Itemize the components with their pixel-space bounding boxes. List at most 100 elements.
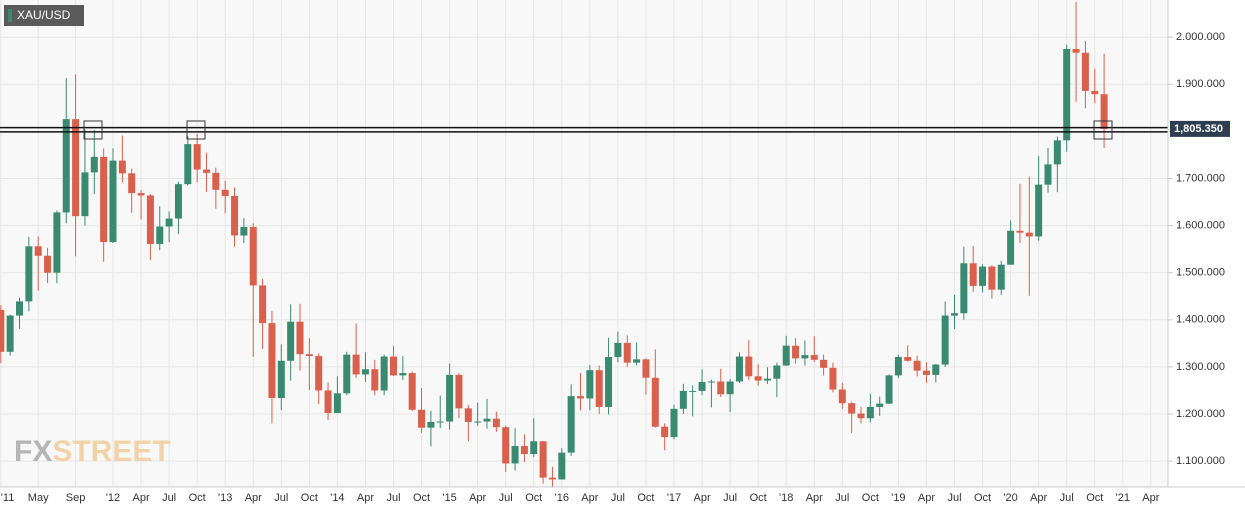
candle-body: [100, 156, 108, 243]
y-tick-label: 1.700.000: [1176, 172, 1225, 184]
legend-swatch: [8, 9, 12, 22]
candle-body: [932, 364, 940, 375]
y-tick-label: 1.900.000: [1176, 78, 1225, 90]
candle-body: [530, 441, 538, 455]
x-tick-label: Oct: [637, 492, 654, 504]
x-tick-label: Sep: [66, 492, 86, 504]
candle-body: [455, 374, 463, 409]
candle-body: [268, 323, 276, 398]
watermark-part: FX: [14, 435, 52, 468]
candle-body: [838, 389, 846, 404]
candle-body: [642, 359, 650, 378]
candle-body: [212, 172, 220, 190]
candle-body: [539, 441, 547, 478]
candle-body: [548, 477, 556, 480]
candle-body: [72, 119, 80, 217]
x-tick-label: Oct: [189, 492, 206, 504]
x-tick-label: '14: [330, 492, 344, 504]
x-tick-label: '15: [442, 492, 456, 504]
x-tick-label: Apr: [132, 492, 149, 504]
y-tick-label: 1.500.000: [1176, 267, 1225, 279]
candle-body: [773, 365, 781, 379]
candle-body: [25, 246, 33, 302]
candle-body: [520, 446, 528, 455]
candle-body: [184, 144, 192, 185]
candle-body: [324, 390, 332, 414]
candle-body: [670, 408, 678, 438]
legend-box: [4, 5, 84, 26]
candle-body: [1025, 232, 1033, 237]
candle-body: [399, 373, 407, 376]
x-tick-label: Jul: [723, 492, 737, 504]
x-tick-label: Apr: [693, 492, 710, 504]
candle-body: [820, 359, 828, 368]
y-tick-label: 2.000.000: [1176, 31, 1225, 43]
x-tick-label: Oct: [413, 492, 430, 504]
candle-body: [44, 255, 52, 273]
candle-body: [380, 356, 388, 391]
x-tick-label: Jul: [162, 492, 176, 504]
x-tick-label: Jul: [274, 492, 288, 504]
candle-body: [249, 227, 257, 286]
candle-body: [118, 160, 126, 174]
candle-body: [586, 370, 594, 399]
x-tick-label: '11: [1, 492, 15, 504]
candle-body: [1053, 140, 1061, 165]
candle-body: [726, 381, 734, 395]
candle-body: [1081, 52, 1089, 91]
candle-body: [764, 378, 771, 381]
candle-body: [408, 373, 416, 410]
x-tick-label: Apr: [581, 492, 598, 504]
watermark: FXSTREET: [14, 435, 171, 468]
candle-body: [390, 356, 397, 376]
candle-body: [81, 172, 89, 217]
candle-body: [567, 396, 575, 453]
x-tick-label: May: [28, 492, 49, 504]
candle-body: [1063, 48, 1071, 141]
overlay: [0, 126, 1168, 133]
x-tick-label: '12: [106, 492, 120, 504]
candle-body: [698, 381, 706, 391]
candle-body: [679, 390, 687, 409]
candle-body: [1044, 164, 1052, 185]
plot-area: [0, 0, 1168, 487]
candle-body: [90, 156, 98, 173]
candle-body: [240, 227, 248, 236]
candle-body: [203, 169, 210, 173]
candle-body: [792, 345, 800, 359]
x-tick-label: '20: [1003, 492, 1017, 504]
candle-body: [109, 160, 117, 243]
marker-box: [1093, 120, 1113, 140]
x-tick-label: Apr: [469, 492, 486, 504]
candle-body: [1100, 94, 1108, 129]
x-tick-label: Apr: [1142, 492, 1159, 504]
candle-body: [427, 422, 435, 428]
candle-body: [904, 357, 912, 361]
candle-body: [969, 263, 977, 286]
candle-body: [707, 381, 715, 383]
x-tick-label: Apr: [918, 492, 935, 504]
last-price-label: 1,805.350: [1174, 123, 1223, 135]
candle-body: [34, 246, 42, 256]
candles: [0, 1, 1108, 487]
candle-body: [689, 390, 697, 392]
candle-body: [1091, 90, 1099, 95]
candle-body: [492, 418, 500, 428]
x-tick-label: Oct: [750, 492, 767, 504]
candle-body: [1016, 230, 1024, 233]
candle-body: [0, 309, 5, 352]
x-tick-label: '19: [891, 492, 905, 504]
x-tick-label: '16: [555, 492, 569, 504]
y-tick-label: 1.200.000: [1176, 408, 1225, 420]
marker-box: [186, 120, 206, 140]
candle-body: [62, 119, 70, 213]
candle-body: [174, 184, 182, 219]
candle-body: [857, 413, 865, 419]
candle-body: [511, 446, 519, 464]
y-tick-label: 1.600.000: [1176, 220, 1225, 232]
candle-body: [979, 266, 987, 286]
candle-body: [137, 193, 145, 196]
x-tick-label: Jul: [1060, 492, 1074, 504]
candle-body: [885, 375, 893, 404]
